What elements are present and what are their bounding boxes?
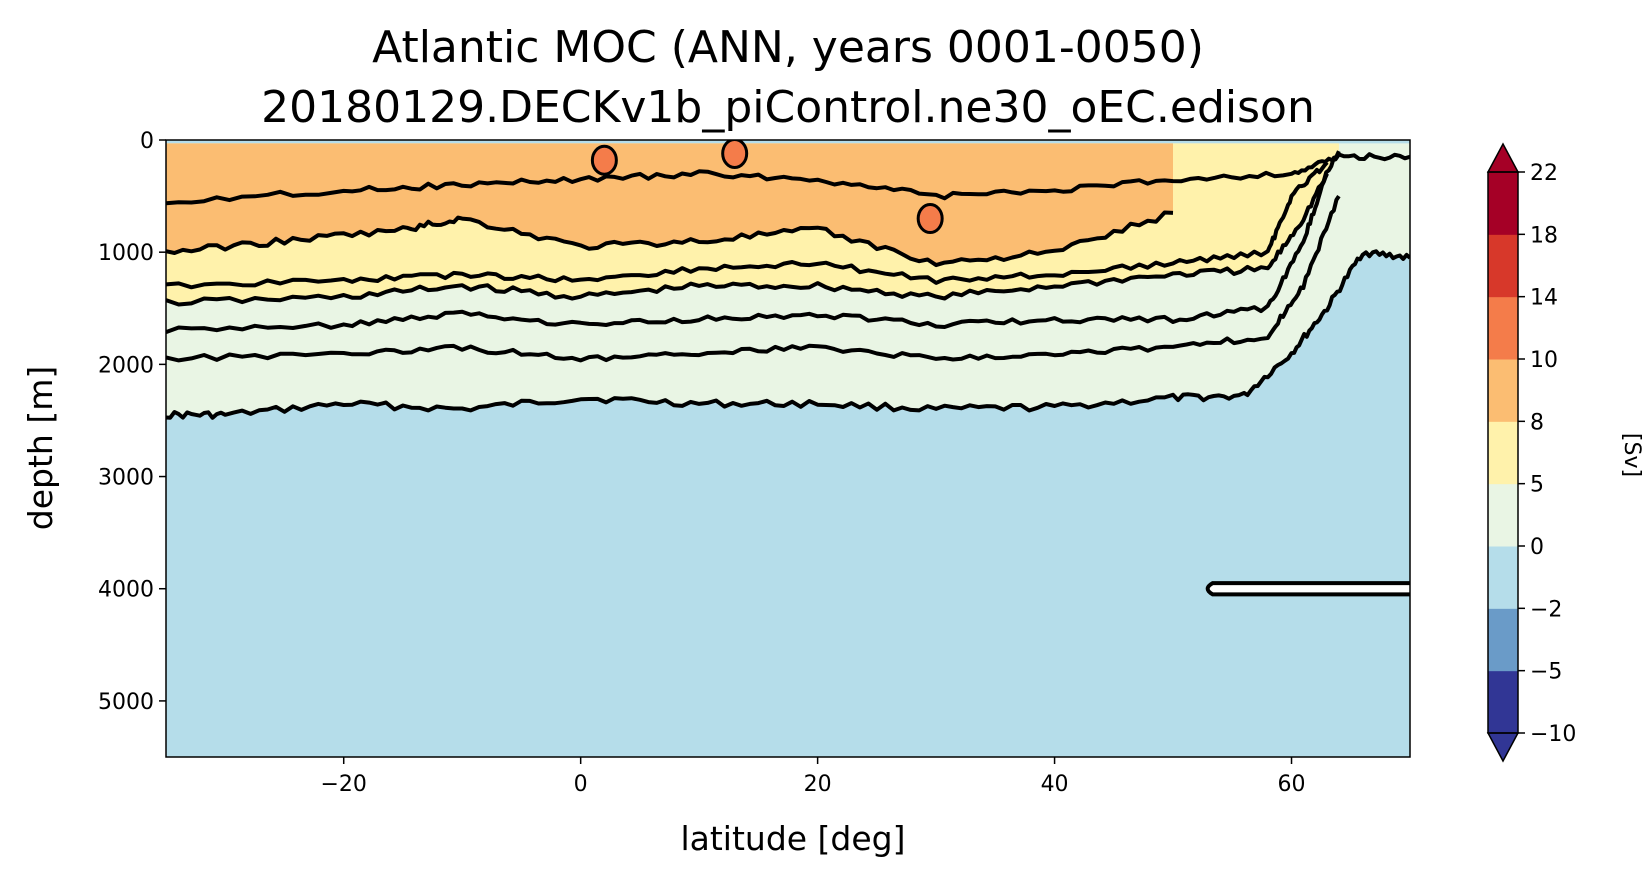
colorbar-tick-label: −2 — [1530, 597, 1562, 622]
colorbar-segment — [1488, 296, 1518, 360]
contour-line — [1205, 581, 1410, 597]
y-axis-label: depth [m] — [21, 366, 60, 530]
contour-patch — [916, 203, 944, 235]
contour-line — [166, 249, 1410, 420]
colorbar-tick-label: 10 — [1530, 348, 1558, 373]
y-tick-label: 3000 — [98, 466, 154, 491]
colorbar-frame — [1487, 171, 1519, 734]
contour-lines — [166, 150, 1410, 597]
x-tick-label: 60 — [1278, 772, 1306, 797]
contour-line — [166, 210, 1174, 268]
colorbar-tick-label: −10 — [1530, 722, 1576, 747]
contour-region — [166, 143, 1173, 266]
colorbar-segment — [1488, 608, 1518, 672]
x-axis: −20 0 20 40 60 — [320, 757, 1306, 797]
y-axis: 0 1000 2000 3000 4000 5000 — [98, 129, 166, 715]
colorbar-tick-label: 5 — [1530, 473, 1544, 498]
colorbar-segment — [1488, 546, 1518, 609]
plot-area — [166, 140, 1410, 757]
y-tick-label: 0 — [140, 129, 154, 154]
contour-line — [166, 152, 1410, 206]
colorbar-tick-label: 8 — [1530, 410, 1544, 435]
x-axis-label: latitude [deg] — [680, 819, 905, 858]
y-tick-label: 1000 — [98, 241, 154, 266]
colorbar-extend-min — [1486, 732, 1520, 763]
colorbar-segment — [1488, 234, 1518, 298]
contour-regions — [166, 140, 1410, 418]
colorbar-label: [Sv] — [1619, 433, 1644, 477]
contour-patch — [721, 140, 749, 169]
chart-title-line2: 20180129.DECKv1b_piControl.ne30_oEC.edis… — [261, 82, 1315, 133]
y-tick-label: 2000 — [98, 353, 154, 378]
contour-line — [166, 195, 1341, 363]
x-tick-label: 40 — [1041, 772, 1069, 797]
colorbar-segment — [1488, 172, 1518, 235]
contour-line — [166, 150, 1341, 307]
x-tick-label: 20 — [804, 772, 832, 797]
contour-line — [166, 161, 1329, 290]
colorbar-tick-label: −5 — [1530, 660, 1562, 685]
colorbar-tick-label: 14 — [1530, 286, 1558, 311]
y-tick-label: 5000 — [98, 690, 154, 715]
colorbar-segment — [1488, 421, 1518, 485]
colorbar-segment — [1488, 670, 1518, 734]
colorbar-tick-label: 22 — [1530, 161, 1558, 186]
x-tick-label: −20 — [320, 772, 366, 797]
colorbar: −10 −5 −2 0 5 8 10 14 18 22 — [1486, 142, 1576, 763]
colorbar-segment — [1488, 483, 1518, 547]
colorbar-extend-max — [1486, 142, 1520, 173]
colorbar-tick-label: 18 — [1530, 223, 1558, 248]
plot-frame — [165, 139, 1411, 758]
chart-title-line1: Atlantic MOC (ANN, years 0001-0050) — [372, 22, 1204, 73]
colorbar-tick-label: 0 — [1530, 535, 1544, 560]
colorbar-segment — [1488, 359, 1518, 422]
contour-patch — [590, 144, 618, 176]
x-tick-label: 0 — [574, 772, 588, 797]
contour-line — [166, 172, 1329, 334]
y-tick-label: 4000 — [98, 578, 154, 603]
